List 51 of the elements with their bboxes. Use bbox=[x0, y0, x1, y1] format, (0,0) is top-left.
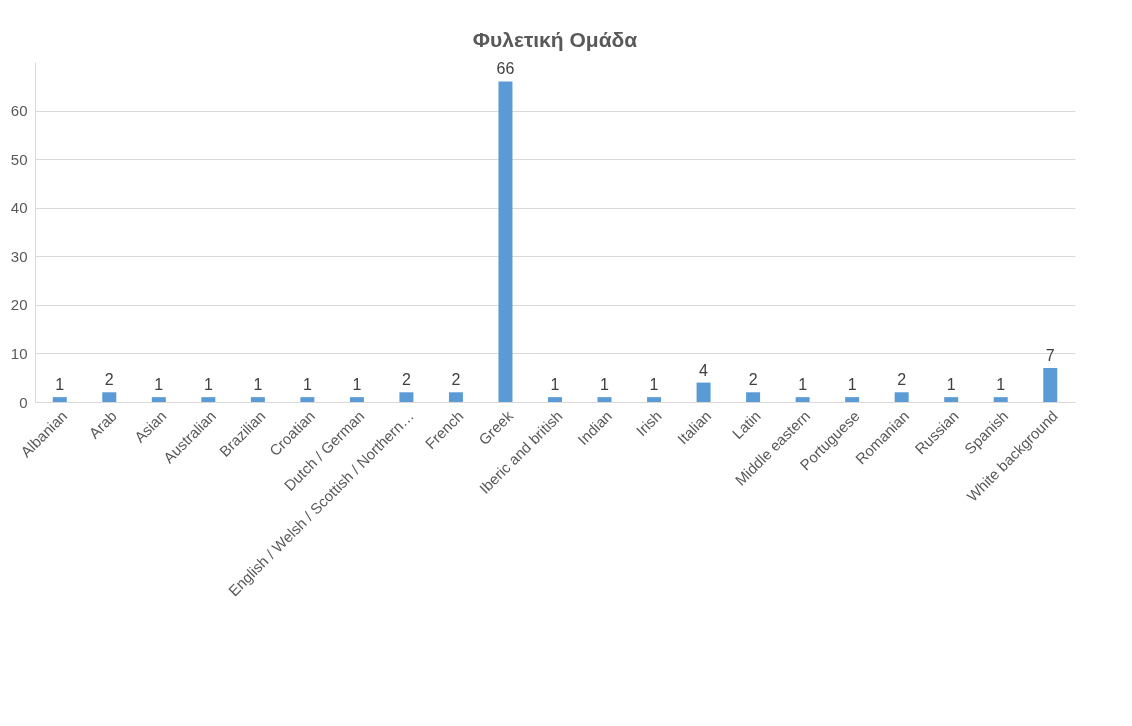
data-label: 2 bbox=[897, 371, 907, 389]
bar bbox=[448, 392, 463, 402]
data-label: 1 bbox=[154, 376, 164, 394]
data-label: 1 bbox=[55, 376, 65, 394]
data-label: 2 bbox=[401, 371, 411, 389]
data-label: 1 bbox=[253, 376, 263, 394]
bar bbox=[349, 397, 364, 402]
bar bbox=[647, 397, 662, 402]
data-label: 1 bbox=[203, 376, 213, 394]
data-label: 66 bbox=[496, 60, 515, 78]
data-label: 7 bbox=[1045, 347, 1055, 364]
y-tick-label: 30 bbox=[10, 247, 28, 265]
data-label: 1 bbox=[550, 376, 560, 394]
bar bbox=[201, 397, 216, 402]
bar bbox=[746, 392, 761, 402]
data-label: 2 bbox=[104, 371, 114, 389]
bar bbox=[250, 397, 265, 402]
bar bbox=[1043, 368, 1058, 402]
bar bbox=[597, 397, 612, 402]
data-label: 1 bbox=[996, 376, 1006, 394]
bar bbox=[993, 397, 1008, 402]
data-label: 1 bbox=[847, 376, 857, 394]
chart-title: Φυλετική Ομάδα bbox=[472, 28, 638, 52]
y-tick-label: 20 bbox=[10, 296, 28, 314]
bar bbox=[795, 397, 810, 402]
y-tick-label: 0 bbox=[19, 393, 28, 411]
bar bbox=[548, 397, 562, 402]
bar bbox=[52, 397, 67, 402]
data-label: 2 bbox=[451, 371, 461, 389]
y-tick-label: 40 bbox=[10, 199, 28, 217]
y-tick-label: 10 bbox=[10, 344, 28, 362]
bar bbox=[300, 397, 315, 402]
data-label: 1 bbox=[352, 376, 362, 394]
y-tick-label: 50 bbox=[10, 150, 28, 168]
bar bbox=[498, 81, 513, 402]
data-label: 2 bbox=[748, 371, 758, 389]
bar bbox=[894, 392, 909, 402]
bar bbox=[696, 382, 711, 402]
data-label: 1 bbox=[649, 376, 659, 394]
data-label: 1 bbox=[600, 376, 610, 394]
data-label: 1 bbox=[946, 376, 956, 394]
bar bbox=[944, 397, 959, 402]
data-label: 4 bbox=[699, 361, 709, 379]
x-tick-label: Irish bbox=[632, 407, 665, 440]
bar bbox=[399, 392, 414, 402]
bar bbox=[102, 392, 117, 402]
bar bbox=[845, 397, 860, 402]
y-tick-label: 60 bbox=[10, 102, 28, 120]
data-label: 1 bbox=[798, 376, 808, 394]
data-label: 1 bbox=[302, 376, 312, 394]
bar bbox=[151, 397, 166, 402]
